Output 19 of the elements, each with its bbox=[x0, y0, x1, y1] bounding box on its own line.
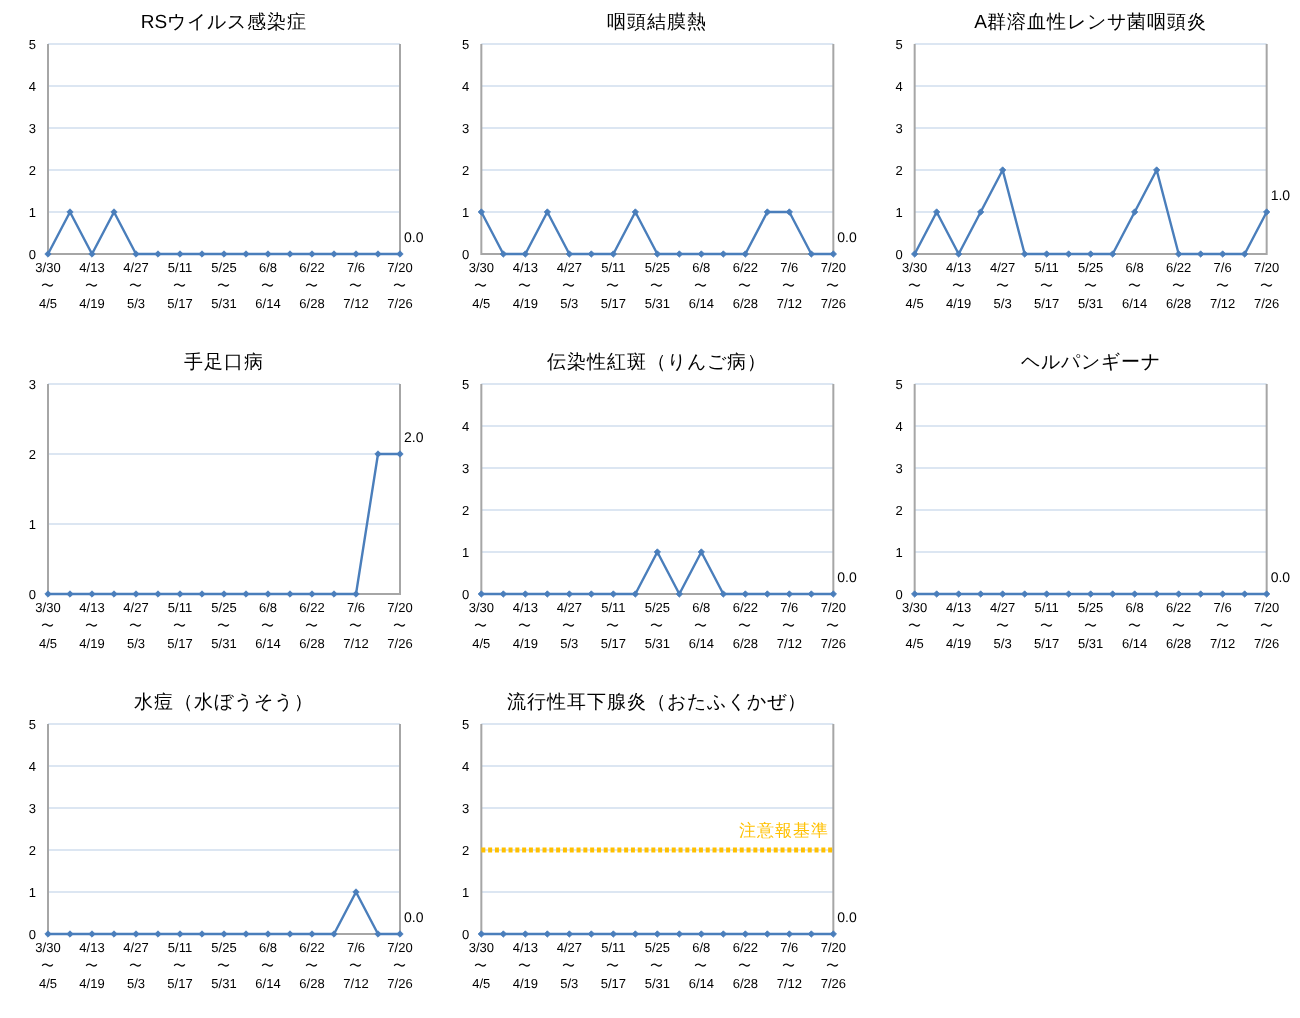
chart-title: RSウイルス感染症 bbox=[140, 10, 308, 34]
chart-title: 咽頭結膜熱 bbox=[607, 10, 708, 34]
chart-title: 流行性耳下腺炎（おたふくかぜ） bbox=[507, 690, 808, 714]
point bbox=[911, 250, 919, 258]
point bbox=[1241, 250, 1249, 258]
chart-title: ヘルパンギーナ bbox=[1020, 350, 1161, 374]
point bbox=[1153, 166, 1161, 174]
point bbox=[999, 166, 1007, 174]
point bbox=[977, 208, 985, 216]
point bbox=[933, 208, 941, 216]
point bbox=[1263, 208, 1271, 216]
point bbox=[955, 250, 963, 258]
point bbox=[1109, 250, 1117, 258]
chart-title: 手足口病 bbox=[184, 350, 264, 374]
chart-title: 伝染性紅斑（りんご病） bbox=[547, 350, 768, 374]
chart-title: A群溶血性レンサ菌咽頭炎 bbox=[974, 10, 1208, 34]
point bbox=[1131, 208, 1139, 216]
chart-title: 水痘（水ぼうそう） bbox=[134, 690, 314, 714]
ref-line-label: 注意報基準 bbox=[739, 820, 830, 840]
